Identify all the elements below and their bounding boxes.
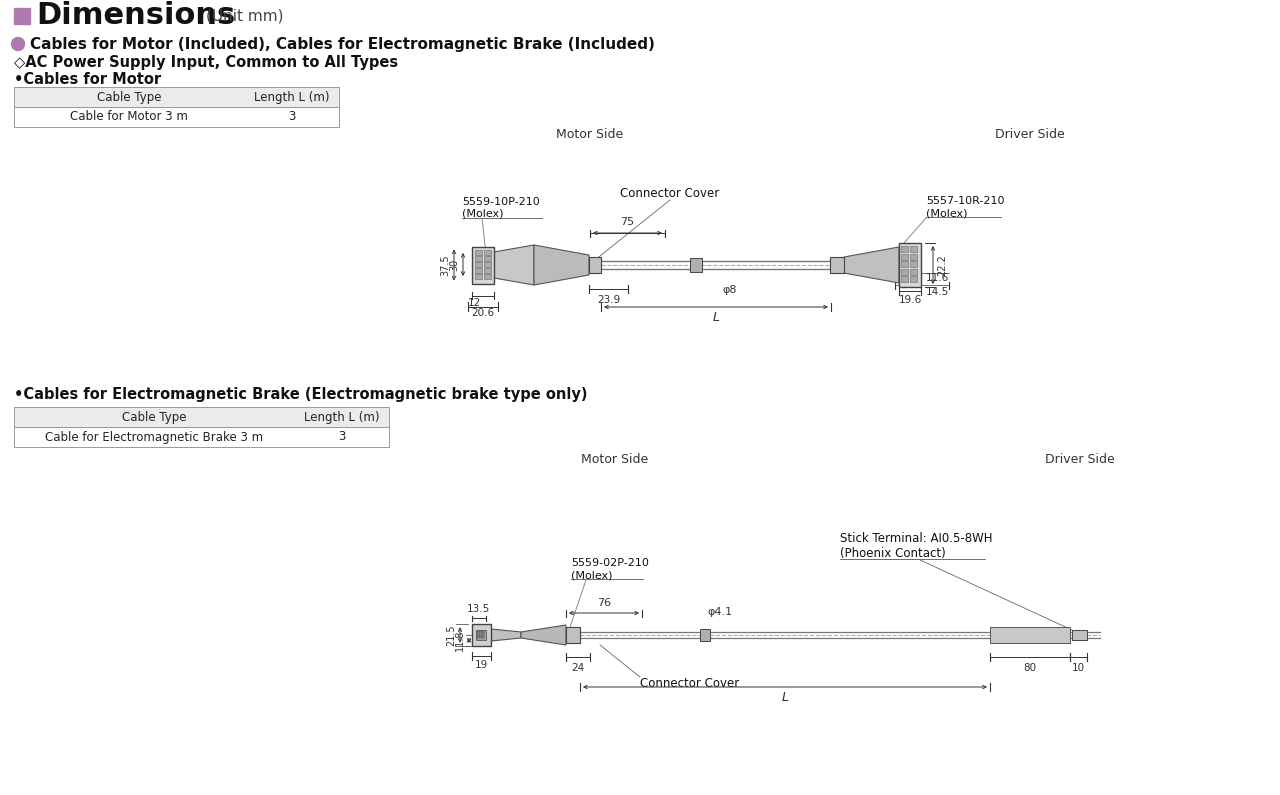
Bar bbox=[472, 624, 492, 646]
Text: Dimensions: Dimensions bbox=[36, 2, 236, 30]
Text: φ8: φ8 bbox=[723, 285, 737, 295]
Bar bbox=[477, 631, 480, 634]
Text: 5559-02P-210
(Molex): 5559-02P-210 (Molex) bbox=[571, 558, 649, 580]
Text: ◇AC Power Supply Input, Common to All Types: ◇AC Power Supply Input, Common to All Ty… bbox=[14, 55, 398, 69]
Bar bbox=[484, 250, 492, 255]
Bar bbox=[901, 276, 908, 282]
Bar bbox=[690, 258, 701, 272]
Bar bbox=[901, 261, 908, 267]
Text: Motor Side: Motor Side bbox=[557, 128, 623, 141]
Bar bbox=[484, 262, 492, 267]
Text: 76: 76 bbox=[596, 598, 611, 608]
Bar bbox=[484, 268, 492, 273]
Text: 30: 30 bbox=[449, 258, 460, 270]
Bar bbox=[566, 627, 580, 643]
Bar bbox=[901, 254, 908, 259]
Bar bbox=[829, 257, 844, 273]
Text: 20.6: 20.6 bbox=[471, 308, 494, 319]
Bar bbox=[14, 107, 339, 127]
Text: 21.5: 21.5 bbox=[445, 624, 456, 646]
Bar bbox=[989, 627, 1070, 643]
Text: Connector Cover: Connector Cover bbox=[621, 187, 719, 200]
Text: Cable for Motor 3 m: Cable for Motor 3 m bbox=[70, 111, 188, 123]
Bar bbox=[472, 246, 494, 284]
Text: φ4.1: φ4.1 bbox=[708, 607, 732, 617]
Text: 12: 12 bbox=[467, 297, 481, 308]
Text: 24: 24 bbox=[571, 663, 585, 673]
Text: 10: 10 bbox=[1071, 663, 1084, 673]
Polygon shape bbox=[492, 629, 521, 641]
Text: •Cables for Motor: •Cables for Motor bbox=[14, 72, 161, 87]
Text: (Unit mm): (Unit mm) bbox=[206, 9, 283, 24]
Bar bbox=[475, 274, 483, 279]
Bar bbox=[14, 8, 29, 24]
Text: 37.5: 37.5 bbox=[440, 254, 451, 276]
Bar bbox=[481, 635, 484, 638]
Bar bbox=[476, 630, 486, 640]
Text: L: L bbox=[782, 691, 788, 704]
Text: Driver Side: Driver Side bbox=[1046, 453, 1115, 466]
Text: 5557-10R-210
(Molex): 5557-10R-210 (Molex) bbox=[925, 196, 1005, 218]
Bar bbox=[475, 250, 483, 255]
Bar bbox=[475, 262, 483, 267]
Bar bbox=[910, 254, 916, 259]
Text: Cables for Motor (Included), Cables for Electromagnetic Brake (Included): Cables for Motor (Included), Cables for … bbox=[29, 37, 655, 52]
Text: Cable Type: Cable Type bbox=[97, 91, 161, 103]
Text: 3: 3 bbox=[288, 111, 296, 123]
Text: 80: 80 bbox=[1024, 663, 1037, 673]
Text: Connector Cover: Connector Cover bbox=[640, 677, 740, 690]
Text: 75: 75 bbox=[621, 217, 635, 227]
Text: 22.2: 22.2 bbox=[937, 254, 947, 276]
Text: Motor Side: Motor Side bbox=[581, 453, 649, 466]
Text: Cable for Electromagnetic Brake 3 m: Cable for Electromagnetic Brake 3 m bbox=[45, 431, 264, 444]
Bar bbox=[484, 256, 492, 261]
Text: Driver Side: Driver Side bbox=[995, 128, 1065, 141]
Text: 23.9: 23.9 bbox=[598, 295, 621, 305]
Bar bbox=[589, 257, 602, 273]
Bar bbox=[899, 243, 922, 287]
Polygon shape bbox=[521, 625, 566, 645]
Text: Stick Terminal: AI0.5-8WH
(Phoenix Contact): Stick Terminal: AI0.5-8WH (Phoenix Conta… bbox=[840, 532, 992, 560]
Polygon shape bbox=[494, 245, 534, 285]
Polygon shape bbox=[534, 245, 589, 285]
Text: Cable Type: Cable Type bbox=[122, 410, 187, 424]
Bar bbox=[14, 87, 339, 107]
Circle shape bbox=[12, 37, 24, 51]
Text: 14.5: 14.5 bbox=[925, 287, 950, 297]
Text: 24.3: 24.3 bbox=[477, 250, 488, 272]
Bar bbox=[910, 269, 916, 274]
Bar bbox=[1073, 630, 1087, 640]
Bar bbox=[700, 629, 710, 641]
Bar bbox=[14, 427, 389, 447]
Bar bbox=[910, 276, 916, 282]
Bar bbox=[901, 246, 908, 252]
Text: 19.6: 19.6 bbox=[899, 295, 922, 305]
Bar bbox=[910, 261, 916, 267]
Text: 5559-10P-210
(Molex): 5559-10P-210 (Molex) bbox=[462, 197, 540, 219]
Bar bbox=[910, 246, 916, 252]
Bar bbox=[901, 269, 908, 274]
Polygon shape bbox=[844, 247, 899, 283]
Text: 11.8: 11.8 bbox=[454, 630, 465, 651]
Text: Length L (m): Length L (m) bbox=[253, 91, 329, 103]
Bar bbox=[475, 256, 483, 261]
Text: 13.5: 13.5 bbox=[467, 604, 490, 615]
Bar bbox=[481, 631, 484, 634]
Bar bbox=[477, 635, 480, 638]
Text: 3: 3 bbox=[338, 431, 346, 444]
Text: L: L bbox=[713, 311, 719, 324]
Text: •Cables for Electromagnetic Brake (Electromagnetic brake type only): •Cables for Electromagnetic Brake (Elect… bbox=[14, 387, 588, 402]
Bar bbox=[475, 268, 483, 273]
Text: Length L (m): Length L (m) bbox=[303, 410, 379, 424]
Bar bbox=[14, 407, 389, 427]
Bar bbox=[484, 274, 492, 279]
Text: 19: 19 bbox=[475, 660, 488, 669]
Text: 11.6: 11.6 bbox=[925, 273, 950, 283]
